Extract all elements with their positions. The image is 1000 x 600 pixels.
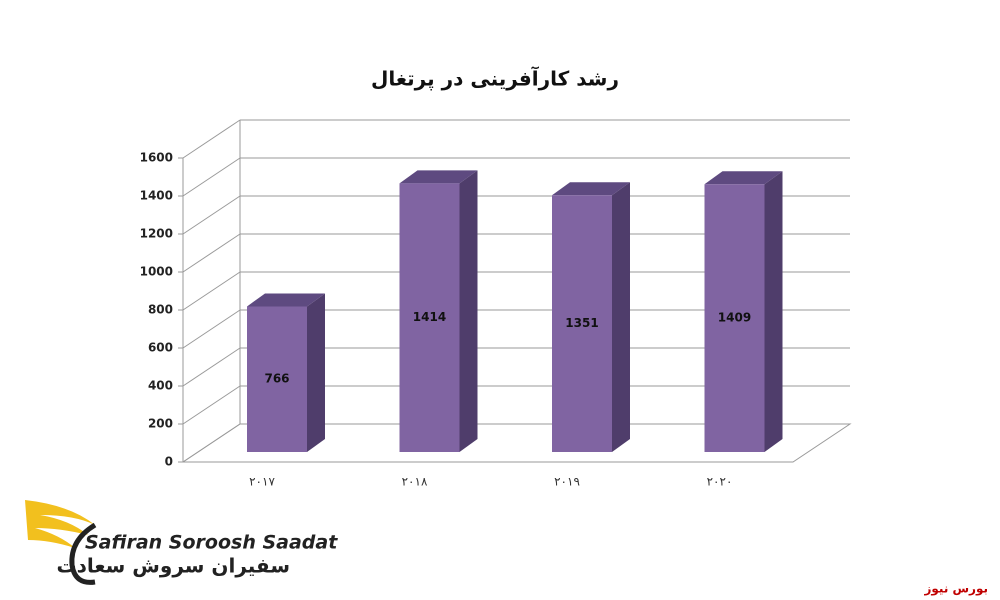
bar-top xyxy=(247,293,325,307)
value-label: 1409 xyxy=(718,311,751,325)
bar-top xyxy=(399,170,478,184)
y-tick-label: 1000 xyxy=(140,265,173,279)
value-label: 1414 xyxy=(413,310,446,324)
logo-swan xyxy=(69,522,97,585)
y-tick-label: 200 xyxy=(148,417,173,431)
logo-wing xyxy=(25,500,95,548)
y-tick-label: 0 xyxy=(165,455,173,469)
value-label: 766 xyxy=(264,372,289,386)
y-tick-label: 1600 xyxy=(140,151,173,165)
grid-line xyxy=(182,195,241,235)
bar-front xyxy=(399,183,460,452)
y-tick-label: 600 xyxy=(148,341,173,355)
bar xyxy=(399,170,478,452)
bar-top xyxy=(552,182,630,196)
bar-side xyxy=(764,171,783,453)
logo-latin: Safiran Soroosh Saadat xyxy=(85,532,338,554)
grid-line xyxy=(182,423,241,463)
grid-line xyxy=(182,271,241,311)
value-label: 1351 xyxy=(565,316,598,330)
bar xyxy=(247,293,325,452)
logo: Safiran Soroosh Saadat سفیران سروش سعادت xyxy=(25,500,338,585)
logo-persian: سفیران سروش سعادت xyxy=(57,554,291,578)
y-tick-label: 1200 xyxy=(140,227,173,241)
x-tick-label: ۲۰۱۷ xyxy=(249,475,275,489)
x-tick-label: ۲۰۱۸ xyxy=(402,475,428,489)
grid-line xyxy=(182,233,241,273)
bar-front xyxy=(247,306,307,452)
bar-side xyxy=(459,170,478,452)
grid-line xyxy=(182,347,241,387)
chart-title: رشد کارآفرینی در پرتغال xyxy=(371,66,619,92)
grid-line xyxy=(182,119,241,159)
x-tick-label: ۲۰۱۹ xyxy=(554,475,580,489)
bar-front xyxy=(704,184,765,453)
bar xyxy=(704,171,783,453)
bar-top xyxy=(704,171,783,185)
grid-line xyxy=(182,157,241,197)
grid-line xyxy=(182,309,241,349)
x-tick-label: ۲۰۲۰ xyxy=(707,475,733,489)
grid-line xyxy=(182,385,241,425)
y-tick-label: 400 xyxy=(148,379,173,393)
bar-front xyxy=(552,195,612,452)
y-tick-label: 1400 xyxy=(140,189,173,203)
bar-side xyxy=(307,293,325,452)
bar xyxy=(552,182,630,452)
y-tick-label: 800 xyxy=(148,303,173,317)
source: بورس نیوز xyxy=(923,582,988,597)
bar-side xyxy=(612,182,630,452)
